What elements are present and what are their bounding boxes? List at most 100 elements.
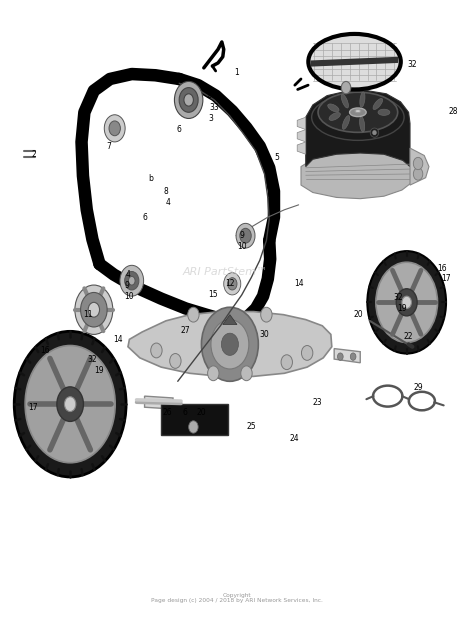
Polygon shape: [145, 396, 173, 409]
Circle shape: [337, 353, 343, 360]
Text: 6: 6: [182, 408, 187, 416]
Circle shape: [224, 273, 241, 295]
Ellipse shape: [318, 93, 398, 133]
Ellipse shape: [355, 110, 361, 113]
Circle shape: [241, 366, 252, 381]
Circle shape: [281, 355, 292, 370]
Text: b: b: [148, 175, 153, 183]
Circle shape: [104, 115, 125, 142]
Text: 33: 33: [210, 104, 219, 112]
Ellipse shape: [373, 131, 376, 135]
Circle shape: [188, 307, 199, 322]
Polygon shape: [297, 130, 306, 142]
Text: 23: 23: [313, 398, 322, 407]
Text: 7: 7: [107, 143, 111, 151]
Circle shape: [240, 228, 251, 243]
Polygon shape: [310, 57, 398, 67]
Circle shape: [14, 331, 126, 477]
Polygon shape: [297, 142, 306, 154]
Text: 3: 3: [209, 114, 213, 123]
Polygon shape: [128, 312, 332, 376]
Circle shape: [261, 307, 272, 322]
Circle shape: [57, 387, 83, 421]
Text: 1: 1: [235, 68, 239, 77]
Circle shape: [88, 302, 100, 317]
Text: 32: 32: [88, 355, 97, 363]
Text: 15: 15: [209, 291, 218, 299]
Text: 17: 17: [28, 403, 38, 412]
Polygon shape: [334, 349, 360, 363]
Polygon shape: [301, 151, 412, 199]
Ellipse shape: [349, 108, 366, 117]
Text: 24: 24: [289, 434, 299, 442]
Circle shape: [109, 121, 120, 136]
Circle shape: [189, 421, 198, 433]
Text: 17: 17: [441, 275, 450, 283]
Text: 14: 14: [294, 280, 303, 288]
Text: 12: 12: [225, 280, 235, 288]
Circle shape: [64, 397, 76, 412]
Text: 10: 10: [237, 242, 246, 251]
Text: 11: 11: [83, 310, 92, 319]
Circle shape: [301, 346, 313, 360]
Circle shape: [341, 81, 351, 94]
Text: 8: 8: [164, 187, 168, 196]
Polygon shape: [410, 148, 429, 185]
Circle shape: [228, 278, 237, 290]
Text: 4: 4: [256, 138, 261, 146]
Text: 6: 6: [142, 213, 147, 222]
Text: 9: 9: [239, 231, 244, 240]
Text: 6: 6: [177, 125, 182, 134]
Text: 19: 19: [397, 304, 407, 313]
Polygon shape: [223, 315, 237, 325]
Text: 16: 16: [40, 346, 50, 355]
Circle shape: [170, 354, 181, 368]
Text: 28: 28: [448, 107, 458, 115]
Circle shape: [184, 94, 193, 106]
Text: Copyright
Page design (c) 2004 / 2018 by ARI Network Services, Inc.: Copyright Page design (c) 2004 / 2018 by…: [151, 592, 323, 603]
Circle shape: [128, 276, 135, 285]
Ellipse shape: [342, 115, 350, 130]
Text: 9: 9: [125, 281, 129, 290]
Circle shape: [201, 307, 258, 381]
Circle shape: [367, 251, 446, 354]
Text: 2: 2: [32, 150, 36, 159]
Text: 10: 10: [124, 292, 134, 300]
Text: 25: 25: [246, 423, 256, 431]
Polygon shape: [297, 117, 306, 130]
Text: 30: 30: [260, 330, 269, 339]
Circle shape: [376, 262, 438, 342]
Ellipse shape: [329, 112, 340, 120]
Text: 2: 2: [206, 91, 211, 100]
Circle shape: [396, 289, 417, 316]
Ellipse shape: [360, 92, 365, 107]
Circle shape: [413, 168, 423, 180]
Text: 29: 29: [413, 383, 423, 392]
Ellipse shape: [328, 104, 339, 112]
Circle shape: [151, 343, 162, 358]
Circle shape: [25, 346, 115, 463]
Text: 27: 27: [180, 326, 190, 334]
Polygon shape: [161, 404, 228, 435]
Ellipse shape: [360, 117, 365, 132]
Text: 4: 4: [126, 270, 130, 279]
Circle shape: [81, 292, 107, 327]
Ellipse shape: [370, 128, 379, 138]
Text: 26: 26: [163, 408, 172, 416]
Text: 32: 32: [393, 293, 403, 302]
Circle shape: [350, 353, 356, 360]
Polygon shape: [306, 91, 410, 167]
Circle shape: [413, 157, 423, 170]
Text: 20: 20: [197, 408, 206, 416]
Circle shape: [174, 81, 203, 118]
Circle shape: [208, 366, 219, 381]
Ellipse shape: [311, 94, 404, 140]
Text: ARI PartStem™: ARI PartStem™: [182, 267, 268, 276]
Circle shape: [179, 88, 198, 112]
Circle shape: [236, 223, 255, 248]
Ellipse shape: [308, 34, 401, 89]
Text: 5: 5: [275, 153, 280, 162]
Circle shape: [221, 333, 238, 355]
Text: 19: 19: [94, 366, 103, 375]
Ellipse shape: [341, 94, 348, 108]
